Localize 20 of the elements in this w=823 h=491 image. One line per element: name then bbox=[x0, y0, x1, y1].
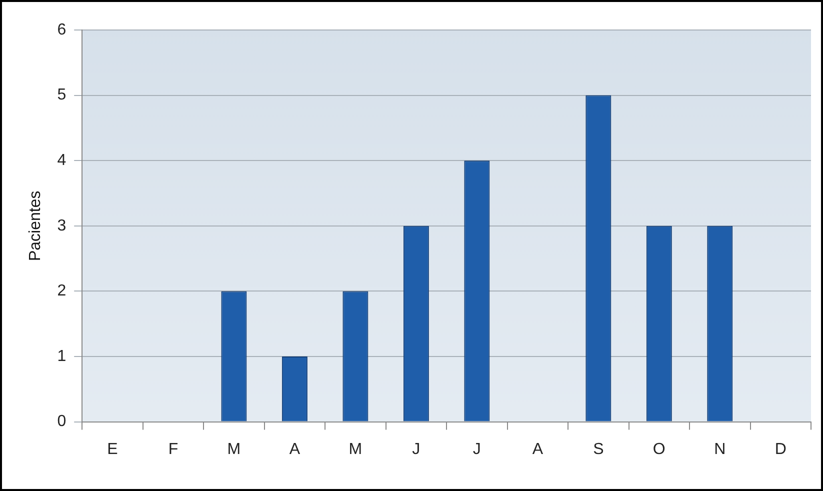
x-tick-label: A bbox=[532, 440, 544, 458]
y-tick-label: 2 bbox=[57, 282, 66, 300]
x-tick-label: M bbox=[227, 440, 241, 458]
y-tick-label: 3 bbox=[57, 217, 66, 234]
x-tick-label: S bbox=[593, 440, 604, 458]
x-tick-label: J bbox=[412, 440, 420, 458]
x-tick-label: F bbox=[168, 440, 178, 458]
y-tick-label: 5 bbox=[57, 86, 66, 104]
x-tick-label: A bbox=[289, 440, 300, 458]
x-tick-label: M bbox=[348, 440, 362, 458]
y-tick-label: 4 bbox=[57, 152, 66, 170]
y-tick-label: 6 bbox=[57, 21, 66, 38]
y-tick-label: 0 bbox=[57, 413, 66, 430]
x-tick-label: N bbox=[714, 440, 726, 458]
x-tick-label: J bbox=[472, 440, 481, 458]
x-tick-label: D bbox=[774, 440, 786, 458]
y-tick-label: 1 bbox=[57, 348, 66, 365]
x-tick-label: O bbox=[652, 440, 666, 458]
x-tick-label: E bbox=[107, 440, 118, 458]
y-axis-title: Pacientes bbox=[27, 190, 44, 262]
